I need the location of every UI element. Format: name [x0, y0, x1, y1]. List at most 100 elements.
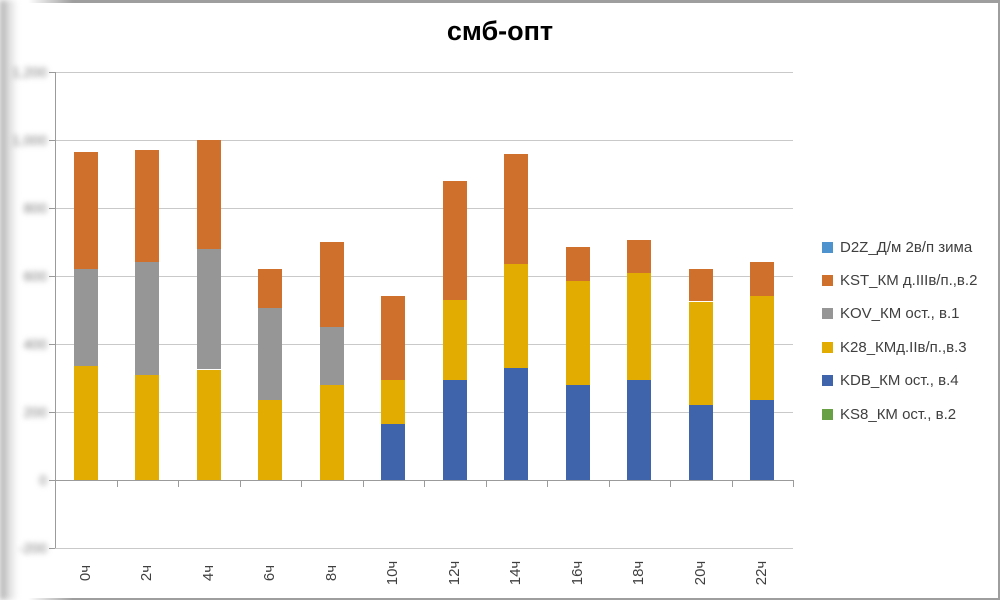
bar-segment-k28[interactable] [73, 366, 98, 480]
y-axis-tick [49, 140, 55, 141]
legend-label: D2Z_Д/м 2в/п зима [840, 238, 973, 256]
bar-segment-k28[interactable] [627, 272, 652, 380]
bar-segment-k28[interactable] [565, 281, 590, 385]
bar-segment-kov[interactable] [196, 248, 221, 370]
y-axis-tick [49, 208, 55, 209]
bar-segment-k28[interactable] [319, 384, 344, 480]
bar-segment-kov[interactable] [73, 269, 98, 367]
bar-segment-kdb[interactable] [627, 379, 652, 480]
gridline [55, 72, 793, 73]
y-axis-line [55, 72, 56, 548]
legend-item-k28[interactable]: K28_КМд.IIв/п.,в.3 [822, 338, 967, 356]
gridline [55, 548, 793, 549]
bar-segment-kdb[interactable] [565, 384, 590, 480]
legend-label: KOV_КМ ост., в.1 [840, 305, 960, 323]
gridline [55, 412, 793, 413]
bar-segment-k28[interactable] [381, 379, 406, 424]
y-tick-label: 1,200 [11, 64, 47, 80]
bar-segment-k28[interactable] [750, 296, 775, 401]
gridline [55, 140, 793, 141]
bar-segment-kov[interactable] [319, 327, 344, 385]
legend-label: KDB_КМ ост., в.4 [840, 372, 959, 390]
x-axis-tick [670, 480, 671, 487]
bar-segment-kst[interactable] [442, 180, 467, 300]
x-axis-tick [731, 480, 733, 487]
bar-segment-kst[interactable] [688, 269, 713, 302]
bar-segment-kst[interactable] [750, 262, 775, 297]
bar-segment-kst[interactable] [319, 242, 344, 327]
bar-segment-k28[interactable] [135, 374, 160, 480]
bar-segment-kdb[interactable] [750, 400, 775, 480]
x-axis-tick [424, 480, 425, 487]
y-axis-tick [49, 72, 55, 73]
bar-segment-kst[interactable] [565, 247, 590, 282]
x-tick-label: 20ч [691, 560, 709, 586]
x-tick-label: 10ч [384, 560, 402, 586]
y-tick-label: 1,000 [11, 132, 47, 148]
legend-swatch [822, 341, 833, 353]
bar-segment-kov[interactable] [258, 308, 283, 401]
bar-segment-k28[interactable] [688, 301, 713, 406]
bar-segment-kst[interactable] [627, 240, 652, 273]
x-axis-tick [239, 480, 241, 487]
bar-segment-kov[interactable] [135, 262, 160, 375]
x-tick-label: 6ч [261, 564, 279, 582]
y-axis-tick [49, 548, 55, 549]
y-tick-label: -200 [18, 540, 47, 556]
legend-swatch [822, 375, 833, 387]
legend-item-kov[interactable]: KOV_КМ ост., в.1 [822, 305, 959, 323]
y-axis-tick [49, 276, 55, 277]
legend-swatch [822, 274, 833, 286]
x-axis-tick [116, 480, 118, 487]
left-edge-smudge [0, 0, 18, 600]
bar-segment-kst[interactable] [381, 296, 406, 380]
x-tick-label: 22ч [753, 560, 771, 586]
legend-swatch [822, 308, 833, 320]
x-tick-label: 4ч [199, 564, 217, 582]
bar-segment-k28[interactable] [504, 264, 529, 368]
y-axis-tick [49, 480, 55, 481]
gridline [55, 344, 793, 345]
bar-segment-kdb[interactable] [381, 423, 406, 480]
bar-segment-kst[interactable] [258, 269, 283, 309]
gridline [55, 276, 793, 277]
frame-border-right [998, 0, 1000, 600]
chart-title: смб-опт [446, 16, 554, 46]
bar-segment-kst[interactable] [135, 150, 160, 263]
x-tick-label: 12ч [445, 560, 463, 586]
x-tick-label: 0ч [76, 564, 94, 582]
x-tick-label: 18ч [630, 560, 648, 586]
x-axis-tick [608, 480, 610, 487]
legend-item-d2z[interactable]: D2Z_Д/м 2в/п зима [822, 238, 972, 256]
legend-item-kdb[interactable]: KDB_КМ ост., в.4 [822, 372, 959, 390]
x-tick-label: 8ч [322, 564, 340, 582]
bar-segment-kdb[interactable] [442, 379, 467, 480]
x-axis-tick [547, 480, 548, 487]
frame-border-top [28, 0, 1000, 3]
bar-segment-kdb[interactable] [504, 367, 529, 480]
x-axis-tick [55, 480, 56, 487]
legend-swatch [822, 408, 833, 420]
legend-label: KS8_КМ ост., в.2 [840, 405, 957, 423]
x-axis-tick [178, 480, 179, 487]
y-tick-label: 600 [23, 268, 47, 284]
y-tick-label: 200 [23, 404, 47, 420]
bar-segment-k28[interactable] [258, 400, 283, 480]
y-axis-tick [49, 344, 55, 345]
bar-segment-kst[interactable] [196, 140, 221, 249]
bar-segment-kst[interactable] [73, 151, 98, 270]
x-axis-tick [793, 480, 794, 487]
bar-segment-kst[interactable] [504, 153, 529, 265]
y-axis-tick [49, 412, 55, 413]
bar-segment-k28[interactable] [442, 299, 467, 380]
frame-border-bottom [28, 598, 1000, 600]
bar-segment-kdb[interactable] [688, 405, 713, 480]
legend-item-kst[interactable]: KST_КМ д.IIIв/п.,в.2 [822, 271, 977, 289]
bar-segment-k28[interactable] [196, 369, 221, 480]
x-tick-label: 2ч [138, 564, 156, 582]
x-tick-label: 16ч [568, 560, 586, 586]
y-tick-label: 0 [39, 472, 47, 488]
legend-item-ks8[interactable]: KS8_КМ ост., в.2 [822, 405, 956, 423]
x-axis-tick [362, 480, 364, 487]
x-axis-tick [301, 480, 302, 487]
